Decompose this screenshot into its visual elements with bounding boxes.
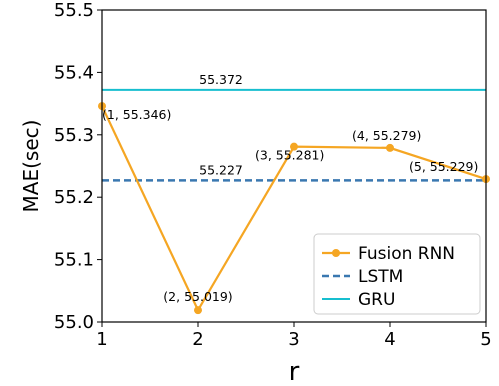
y-axis-title: MAE(sec) bbox=[19, 120, 43, 213]
x-tick-label: 1 bbox=[96, 329, 107, 350]
legend-marker-fusion-rnn bbox=[332, 249, 340, 257]
y-axis-ticks: 55.0 55.1 55.2 55.3 55.4 55.5 bbox=[54, 0, 102, 333]
x-axis-title: r bbox=[289, 357, 300, 386]
fusion-rnn-point-label: (5, 55.229) bbox=[409, 159, 478, 174]
x-tick-label: 4 bbox=[384, 329, 395, 350]
fusion-rnn-point bbox=[386, 143, 394, 152]
fusion-rnn-point-label: (1, 55.346) bbox=[102, 107, 171, 122]
legend-entry-fusion-rnn: Fusion RNN bbox=[322, 244, 455, 264]
series-markers bbox=[98, 102, 490, 315]
legend: Fusion RNN LSTM GRU bbox=[313, 233, 481, 315]
y-tick-label: 55.2 bbox=[54, 187, 94, 208]
legend-entry-lstm: LSTM bbox=[322, 267, 403, 287]
fusion-rnn-point-label: (4, 55.279) bbox=[352, 128, 421, 143]
lstm-value-label: 55.227 bbox=[199, 162, 243, 177]
fusion-rnn-point bbox=[194, 306, 202, 315]
y-tick-label: 55.4 bbox=[54, 62, 94, 83]
x-tick-label: 5 bbox=[480, 329, 491, 350]
y-tick-label: 55.1 bbox=[54, 250, 94, 271]
y-tick-label: 55.5 bbox=[54, 0, 94, 21]
legend-label-lstm: LSTM bbox=[358, 267, 403, 287]
fusion-rnn-point-label: (3, 55.281) bbox=[255, 148, 324, 163]
data-labels: (1, 55.346) (2, 55.019) (3, 55.281) (4, 55.… bbox=[102, 72, 478, 304]
x-tick-label: 3 bbox=[288, 329, 299, 350]
fusion-rnn-point bbox=[290, 142, 298, 151]
x-tick-label: 2 bbox=[192, 329, 203, 350]
y-tick-label: 55.0 bbox=[54, 312, 94, 333]
legend-box bbox=[313, 233, 481, 315]
gru-value-label: 55.372 bbox=[199, 72, 243, 87]
x-axis-ticks: 1 2 3 4 5 bbox=[96, 322, 492, 350]
y-tick-label: 55.3 bbox=[54, 125, 94, 146]
legend-entry-gru: GRU bbox=[322, 290, 395, 310]
legend-label-gru: GRU bbox=[358, 290, 395, 310]
fusion-rnn-point-label: (2, 55.019) bbox=[163, 289, 232, 304]
legend-label-fusion-rnn: Fusion RNN bbox=[358, 244, 455, 264]
